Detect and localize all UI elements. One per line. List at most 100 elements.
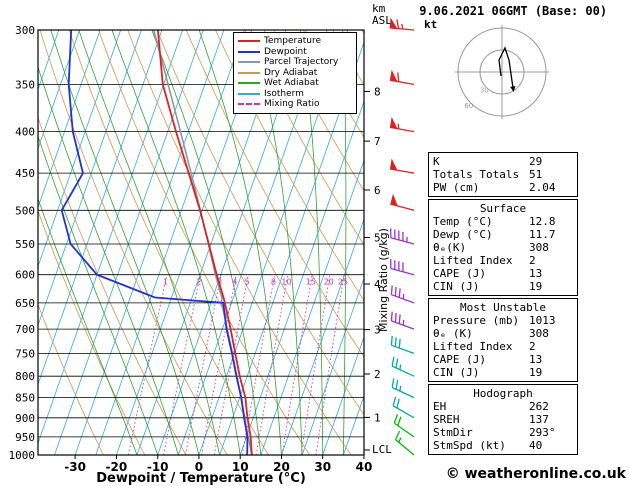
legend-line-swatch	[238, 40, 260, 43]
svg-text:550: 550	[15, 238, 35, 251]
stat-value: 19	[529, 366, 543, 379]
stat-row: PW (cm) 2.04	[429, 181, 577, 194]
hodograph-chart: 30 60 kt	[424, 18, 549, 119]
stat-value: 29	[529, 155, 543, 168]
wind-barb	[389, 116, 415, 133]
svg-text:700: 700	[15, 323, 35, 336]
wind-barb	[390, 193, 415, 211]
stat-value: 40	[529, 439, 543, 452]
svg-text:4: 4	[374, 278, 381, 291]
hodograph-panel: Hodograph EH 262 SREH 137 StmDir 293° StmSpd (k…	[428, 384, 578, 455]
svg-text:1000: 1000	[9, 449, 36, 462]
wind-barb	[391, 378, 415, 399]
x-axis-title: Dewpoint / Temperature (°C)	[96, 471, 306, 486]
svg-text:20: 20	[324, 278, 334, 287]
legend-item: Wet Adiabat	[238, 78, 352, 89]
stats-panels: K 29 Totals Totals 51 PW (cm) 2.04 Surface Temp…	[428, 152, 578, 457]
copyright-link[interactable]: © weatheronline.co.uk	[445, 466, 626, 482]
legend-label: Dewpoint	[264, 46, 307, 57]
stat-row: Lifted Index 2	[429, 340, 577, 353]
stat-label: Totals Totals	[433, 168, 520, 181]
stat-label: Pressure (mb)	[433, 314, 520, 327]
svg-text:600: 600	[15, 269, 35, 282]
stat-row: Dewp (°C) 11.7	[429, 228, 577, 241]
stat-label: PW (cm)	[433, 181, 480, 194]
wind-barb	[389, 158, 415, 174]
legend-item: Mixing Ratio	[238, 99, 352, 110]
panel-title: Hodograph	[473, 387, 533, 400]
stat-row: K 29	[429, 155, 577, 168]
stat-row: CIN (J) 19	[429, 366, 577, 379]
legend-item: Dewpoint	[238, 47, 352, 58]
stat-row: Totals Totals 51	[429, 168, 577, 181]
svg-text:30: 30	[314, 460, 331, 474]
hodograph-unit-label: kt	[424, 18, 437, 31]
mixing-ratio-axis-label: Mixing Ratio (g/kg)	[377, 228, 390, 332]
stat-row: EH 262	[429, 400, 577, 413]
svg-text:2: 2	[374, 368, 381, 381]
lcl-label: LCL	[372, 443, 392, 456]
wind-barb	[390, 335, 415, 355]
svg-text:0: 0	[195, 460, 203, 474]
svg-text:30: 30	[480, 87, 489, 95]
stat-value: 308	[529, 327, 549, 340]
stat-label: Lifted Index	[433, 340, 513, 353]
legend-line-swatch	[238, 50, 260, 53]
svg-text:25: 25	[338, 278, 348, 287]
stat-value: 2	[529, 254, 536, 267]
svg-text:750: 750	[15, 347, 35, 360]
surface-panel: Surface Temp (°C) 12.8 Dewp (°C) 11.7 θₑ(K) 30…	[428, 199, 578, 296]
stat-value: 11.7	[529, 228, 556, 241]
svg-text:8: 8	[271, 278, 276, 287]
pressure-axis-labels: 300 350 400 450 500 550 600 650 700 750 800 850 900 9…	[9, 24, 36, 462]
stat-label: K	[433, 155, 440, 168]
stat-value: 308	[529, 241, 549, 254]
plot-border	[37, 29, 365, 456]
stat-value: 1013	[529, 314, 556, 327]
stat-value: 13	[529, 267, 543, 280]
stat-label: CIN (J)	[433, 280, 480, 293]
wind-barb	[390, 228, 415, 245]
svg-text:5: 5	[374, 232, 381, 245]
chart-legend: Temperature Dewpoint Parcel Trajectory Dry …	[233, 32, 357, 114]
svg-text:350: 350	[15, 78, 35, 91]
svg-text:950: 950	[15, 431, 35, 444]
wind-barb	[392, 396, 415, 419]
svg-text:800: 800	[15, 370, 35, 383]
panel-title: Most Unstable	[459, 301, 547, 314]
stat-value: 137	[529, 413, 549, 426]
wind-barb	[393, 414, 415, 438]
datetime-label: 29.06.2021 06GMT (Base: 00)	[412, 4, 608, 18]
dewpoint-curve	[60, 30, 249, 455]
svg-text:450: 450	[15, 167, 35, 180]
svg-text:900: 900	[15, 412, 35, 425]
legend-label: Parcel Trajectory	[264, 57, 339, 67]
stat-value: 2	[529, 340, 536, 353]
legend-line-swatch	[238, 71, 260, 74]
svg-text:-10: -10	[147, 460, 169, 474]
wind-barb	[390, 311, 415, 330]
svg-text:5: 5	[244, 278, 249, 287]
most-unstable-panel: Most Unstable Pressure (mb) 1013 θₑ (K) 308 L…	[428, 298, 578, 382]
stat-row: Lifted Index 2	[429, 254, 577, 267]
hodograph-grid	[455, 25, 549, 119]
stat-value: 12.8	[529, 215, 556, 228]
stat-row: StmSpd (kt) 40	[429, 439, 577, 452]
stat-value: 2.04	[529, 181, 556, 194]
svg-text:40: 40	[356, 460, 373, 474]
svg-text:4: 4	[232, 278, 237, 287]
wind-barb	[391, 356, 415, 377]
legend-item: Parcel Trajectory	[238, 57, 352, 68]
svg-text:1: 1	[374, 411, 381, 424]
svg-text:8: 8	[374, 85, 381, 98]
svg-text:300: 300	[15, 24, 35, 37]
stat-row: CIN (J) 19	[429, 280, 577, 293]
stat-label: Lifted Index	[433, 254, 513, 267]
svg-text:km: km	[372, 2, 386, 15]
stat-label: θₑ(K)	[433, 241, 467, 254]
hodograph-arrowhead	[510, 86, 516, 92]
svg-text:6: 6	[374, 184, 381, 197]
legend-label: Temperature	[264, 36, 322, 46]
stat-row: Pressure (mb) 1013	[429, 314, 577, 327]
